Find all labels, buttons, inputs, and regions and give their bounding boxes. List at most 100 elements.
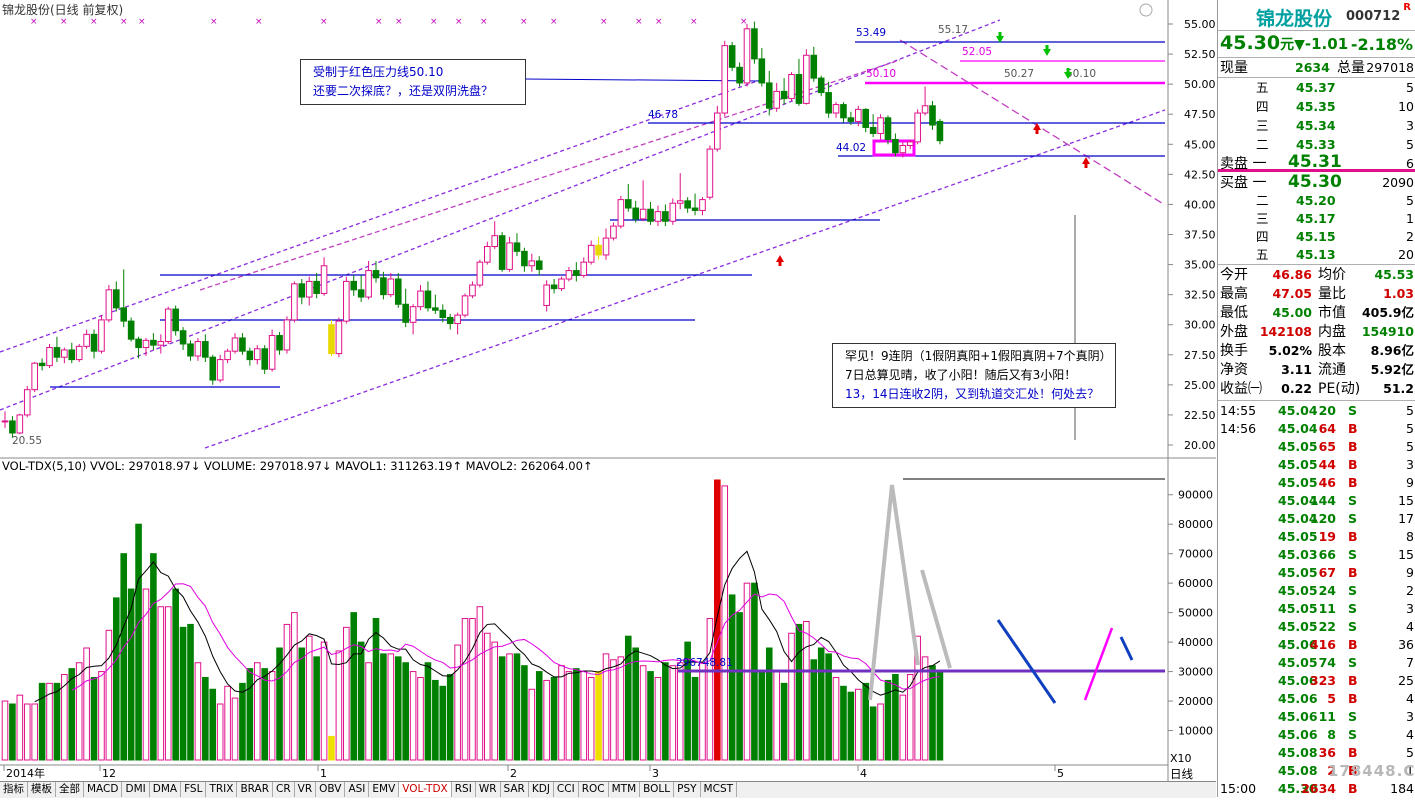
candle-body (521, 250, 528, 267)
indicator-tab[interactable]: MACD (84, 782, 123, 797)
indicator-tab[interactable]: ROC (579, 782, 609, 797)
candle-body (714, 112, 721, 150)
indicator-tab[interactable]: BOLL (640, 782, 675, 797)
price-tick-label: 45.00 (1184, 138, 1216, 151)
volume-bar (699, 662, 706, 761)
indicator-tab[interactable]: VOL-TDX (399, 782, 452, 797)
candle-body (239, 337, 246, 352)
indicator-tab[interactable]: EMV (369, 782, 400, 797)
volume-bar (164, 606, 172, 761)
candle-body (409, 306, 417, 323)
volume-bar (565, 671, 573, 761)
quote-panel: 锦龙股份 000712 R 45.30元▼-1.01 -2.18% 现量 263… (1217, 0, 1415, 797)
volume-bar (320, 641, 328, 761)
tick-row: 45.04 120 S 17 (1278, 511, 1414, 526)
candle-body (172, 308, 179, 332)
volume-bar (476, 606, 484, 761)
price-tick-label: 20.00 (1184, 439, 1216, 452)
volume-bar (380, 653, 387, 761)
signal-x-mark: × (60, 17, 68, 27)
candle-body (736, 66, 743, 84)
indicator-tab[interactable]: ASI (345, 782, 370, 797)
volume-bar (194, 662, 202, 761)
volume-bar (936, 671, 944, 761)
volume-bar (691, 676, 699, 761)
volume-bar (127, 588, 135, 761)
ask-row: 卖盘 一 45.31 6 (1220, 152, 1414, 172)
signal-x-mark: × (655, 17, 663, 27)
candle-body (142, 339, 150, 349)
annotation-line: 7日总算见晴，收了小阳！随后又有3小阳！ (845, 368, 1077, 382)
indicator-tab[interactable]: OBV (316, 782, 346, 797)
candle-body (751, 28, 758, 60)
tick-row: 45.05 44 B 3 (1278, 457, 1414, 472)
down-arrow-icon (996, 36, 1004, 43)
signal-x-mark: × (320, 17, 328, 27)
candle-body (209, 356, 217, 381)
indicator-tab[interactable]: SAR (501, 782, 529, 797)
candle-body (90, 333, 98, 352)
indicator-tab[interactable]: VR (295, 782, 317, 797)
indicator-tab[interactable]: DMA (150, 782, 182, 797)
tick-row: 14:55 45.04 20 S 5 (1220, 403, 1414, 418)
indicator-tab[interactable]: RSI (452, 782, 476, 797)
indicator-tab[interactable]: MTM (609, 782, 641, 797)
volume-bar (684, 641, 691, 761)
annotation-line: 罕见！9连阴（1假阴真阳+1假阳真阴+7个真阴） (845, 349, 1112, 363)
candle-body (721, 45, 729, 114)
down-arrow-icon (1064, 72, 1072, 79)
price-label: 50.10 (1066, 68, 1096, 80)
candle-body (291, 283, 298, 321)
indicator-tab[interactable]: 指标 (0, 782, 28, 797)
volume-bar (253, 662, 261, 761)
price-tick-label: 37.50 (1184, 229, 1216, 242)
volume-bars: 296748.81 (1, 478, 1165, 761)
candle-body (61, 349, 68, 358)
candle-body (921, 105, 929, 114)
down-arrow-icon (998, 32, 1002, 36)
volume-tick-label: 30000 (1178, 666, 1213, 679)
indicator-tab[interactable]: 模板 (28, 782, 56, 797)
candle-body (676, 200, 684, 204)
candle-body (558, 278, 565, 290)
candle-body (179, 330, 187, 345)
annotation-line: 受制于红色压力线50.10 (313, 65, 444, 79)
volume-tick-label: 40000 (1178, 636, 1213, 649)
up-arrow-icon (1035, 130, 1039, 134)
volume-bar (357, 641, 365, 761)
indicator-tab[interactable]: WR (476, 782, 501, 797)
indicator-tab[interactable]: PSY (674, 782, 701, 797)
chart-area[interactable]: 55.00 52.50 50.00 47.50 45.00 42.50 40.00 37.50… (0, 0, 1216, 798)
indicator-tabs: 指标 模板 全部 MACD DMI DMA FSL TRIX BRAR CR VR OBV ASI EMV… (0, 781, 1216, 798)
period-tab[interactable]: 日线 (1170, 767, 1193, 781)
scroll-icon[interactable] (1139, 3, 1153, 17)
candle-body (817, 77, 825, 94)
volume-bar (639, 665, 647, 761)
candle-body (202, 341, 209, 358)
indicator-tab[interactable]: DMI (122, 782, 150, 797)
candle-body (758, 58, 766, 84)
signal-x-mark: × (550, 17, 558, 27)
volume-bar (454, 644, 461, 761)
signal-x-mark: × (600, 17, 608, 27)
candle-body (253, 348, 261, 361)
volume-bar (268, 671, 276, 761)
indicator-tab[interactable]: MCST (701, 782, 738, 797)
indicator-tab[interactable]: FSL (181, 782, 207, 797)
volume-bar (929, 665, 936, 761)
volume-bar (840, 685, 847, 761)
volume-bar (921, 656, 929, 761)
indicator-tab[interactable]: BRAR (237, 782, 273, 797)
indicator-tab[interactable]: CCI (554, 782, 579, 797)
chart-title: 锦龙股份(日线 前复权) (2, 2, 123, 17)
indicator-tab[interactable]: TRIX (206, 782, 238, 797)
volume-tick-label: 80000 (1178, 518, 1213, 531)
volume-arrow (1119, 636, 1134, 661)
indicator-tab[interactable]: CR (273, 782, 295, 797)
volume-tick-label: 10000 (1178, 725, 1213, 738)
indicator-tab[interactable]: KDJ (529, 782, 554, 797)
candle-body (113, 289, 120, 309)
volume-bar (150, 553, 157, 761)
bid-row: 三 45.17 1 (1256, 211, 1414, 226)
indicator-tab[interactable]: 全部 (56, 782, 84, 797)
